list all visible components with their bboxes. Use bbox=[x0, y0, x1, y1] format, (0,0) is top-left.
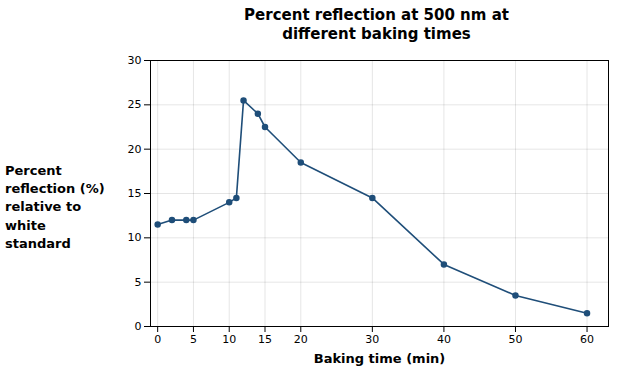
svg-text:10: 10 bbox=[222, 333, 236, 346]
html-text:Percent reflection (%) relativ: Percent reflection (%) relative to white… bbox=[5, 163, 105, 251]
svg-text:50: 50 bbox=[508, 333, 522, 346]
svg-text:Baking time (min): Baking time (min) bbox=[314, 350, 446, 365]
svg-text:0: 0 bbox=[135, 320, 142, 333]
svg-text:60: 60 bbox=[580, 333, 594, 346]
svg-text:20: 20 bbox=[294, 333, 308, 346]
svg-text:15: 15 bbox=[258, 333, 272, 346]
svg-text:20: 20 bbox=[128, 142, 142, 155]
svg-text:25: 25 bbox=[128, 98, 142, 111]
svg-text:15: 15 bbox=[128, 187, 142, 200]
svg-text:10: 10 bbox=[128, 231, 142, 244]
svg-text:30: 30 bbox=[365, 333, 379, 346]
svg-text:5: 5 bbox=[190, 333, 197, 346]
svg-text:0: 0 bbox=[154, 333, 161, 346]
html-text:Percent reflection at 500 nm a: Percent reflection at 500 nm at differen… bbox=[244, 6, 509, 43]
svg-text:5: 5 bbox=[135, 275, 142, 288]
svg-text:40: 40 bbox=[437, 333, 451, 346]
svg-text:30: 30 bbox=[128, 54, 142, 67]
